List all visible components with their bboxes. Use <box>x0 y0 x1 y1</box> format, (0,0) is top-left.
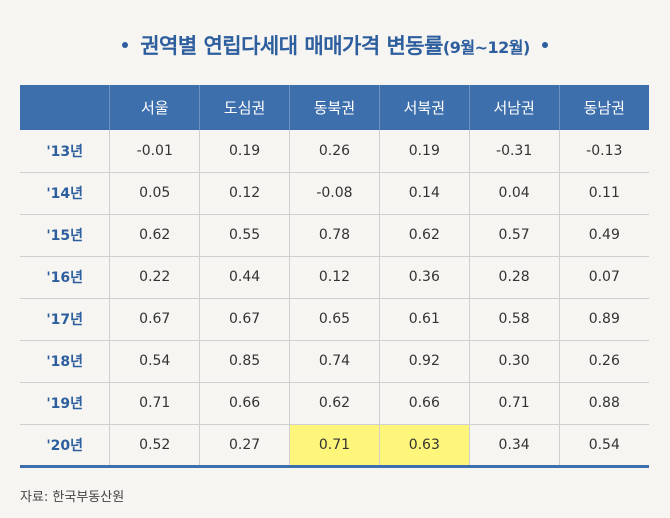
table-cell: 0.52 <box>109 424 200 468</box>
bullet-icon <box>541 42 548 48</box>
table-cell: 0.67 <box>109 298 200 341</box>
table-row: '16년 0.22 0.44 0.12 0.36 0.28 0.07 <box>20 256 649 299</box>
table-cell: 0.71 <box>468 382 560 425</box>
table-cell: 0.55 <box>199 214 290 257</box>
table-cell: 0.22 <box>109 256 200 299</box>
table-row: '13년 -0.01 0.19 0.26 0.19 -0.31 -0.13 <box>20 130 649 173</box>
page-title: 권역별 연립다세대 매매가격 변동률(9월~12월) <box>0 30 670 60</box>
table-cell: 0.30 <box>468 340 560 383</box>
table-cell: 0.66 <box>378 382 470 425</box>
header-cell-seoul: 서울 <box>109 85 200 130</box>
table-cell: 0.78 <box>289 214 380 257</box>
row-year-label: '16년 <box>20 256 110 299</box>
row-year-label: '14년 <box>20 172 110 215</box>
row-year-label: '18년 <box>20 340 110 383</box>
table-cell: 0.12 <box>289 256 380 299</box>
table-cell: 0.26 <box>558 340 649 383</box>
header-row: 서울 도심권 동북권 서북권 서남권 동남권 <box>20 85 649 130</box>
table-row: '19년 0.71 0.66 0.62 0.66 0.71 0.88 <box>20 382 649 425</box>
table-cell: 0.62 <box>289 382 380 425</box>
table-cell: 0.19 <box>199 130 290 173</box>
table-cell: 0.14 <box>378 172 470 215</box>
table-cell: 0.66 <box>199 382 290 425</box>
table-cell: 0.89 <box>558 298 649 341</box>
row-year-label: '15년 <box>20 214 110 257</box>
header-cell-seobuk: 서북권 <box>378 85 470 130</box>
table-cell-highlighted: 0.71 <box>289 424 380 468</box>
table-cell: 0.11 <box>558 172 649 215</box>
title-sub: (9월~12월) <box>442 38 530 57</box>
table-cell: 0.54 <box>558 424 649 468</box>
table-row: '18년 0.54 0.85 0.74 0.92 0.30 0.26 <box>20 340 649 383</box>
table-cell: 0.61 <box>378 298 470 341</box>
header-cell-dosim: 도심권 <box>199 85 290 130</box>
table-cell: 0.62 <box>378 214 470 257</box>
table-cell: 0.67 <box>199 298 290 341</box>
table-cell: 0.74 <box>289 340 380 383</box>
table-cell: -0.01 <box>109 130 200 173</box>
table-cell: 0.26 <box>289 130 380 173</box>
table-cell: 0.12 <box>199 172 290 215</box>
table-cell: 0.28 <box>468 256 560 299</box>
table-cell: 0.44 <box>199 256 290 299</box>
table-row: '17년 0.67 0.67 0.65 0.61 0.58 0.89 <box>20 298 649 341</box>
table-cell: 0.65 <box>289 298 380 341</box>
table-cell: 0.62 <box>109 214 200 257</box>
table-cell: 0.34 <box>468 424 560 468</box>
row-year-label: '20년 <box>20 424 110 468</box>
table-cell: -0.31 <box>468 130 560 173</box>
table-cell: 0.88 <box>558 382 649 425</box>
table-cell: 0.71 <box>109 382 200 425</box>
table-cell: 0.85 <box>199 340 290 383</box>
table-cell: 0.92 <box>378 340 470 383</box>
table-cell-highlighted: 0.63 <box>378 424 470 468</box>
table-row: '20년 0.52 0.27 0.71 0.63 0.34 0.54 <box>20 424 649 468</box>
table-cell: 0.36 <box>378 256 470 299</box>
row-year-label: '13년 <box>20 130 110 173</box>
bullet-icon <box>122 42 129 48</box>
row-year-label: '17년 <box>20 298 110 341</box>
table-cell: 0.58 <box>468 298 560 341</box>
table-cell: 0.04 <box>468 172 560 215</box>
table-cell: 0.19 <box>378 130 470 173</box>
table-cell: 0.05 <box>109 172 200 215</box>
source-note: 자료: 한국부동산원 <box>20 490 125 505</box>
header-cell-dongnam: 동남권 <box>558 85 649 130</box>
header-cell-dongbuk: 동북권 <box>289 85 380 130</box>
table-cell: 0.49 <box>558 214 649 257</box>
title-main: 권역별 연립다세대 매매가격 변동률 <box>140 34 443 58</box>
header-cell-seonam: 서남권 <box>468 85 560 130</box>
price-change-table: 서울 도심권 동북권 서북권 서남권 동남권 '13년 -0.01 0.19 0… <box>20 85 649 468</box>
header-cell-empty <box>20 85 110 130</box>
table-cell: 0.57 <box>468 214 560 257</box>
table-cell: -0.13 <box>558 130 649 173</box>
table-cell: 0.54 <box>109 340 200 383</box>
table-cell: 0.27 <box>199 424 290 468</box>
table-row: '14년 0.05 0.12 -0.08 0.14 0.04 0.11 <box>20 172 649 215</box>
table-cell: 0.07 <box>558 256 649 299</box>
table-row: '15년 0.62 0.55 0.78 0.62 0.57 0.49 <box>20 214 649 257</box>
table-cell: -0.08 <box>289 172 380 215</box>
row-year-label: '19년 <box>20 382 110 425</box>
